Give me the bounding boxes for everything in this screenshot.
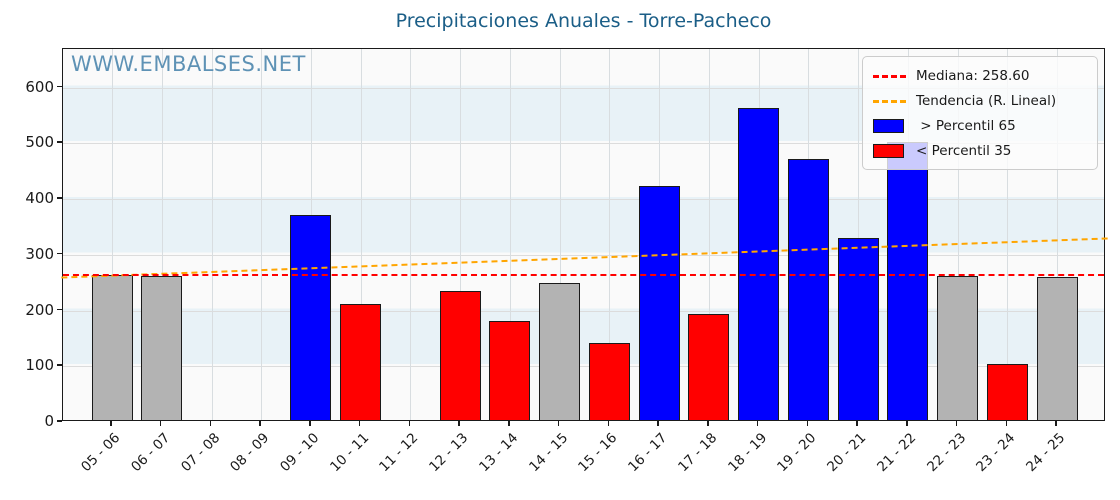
- plot-area: WWW.EMBALSES.NET Mediana: 258.60 Tendenci…: [61, 48, 1108, 421]
- ytick-mark: [57, 364, 62, 366]
- gridline-y-300: [63, 254, 1104, 256]
- bar-16-17: [638, 185, 680, 420]
- xtick-mark: [408, 421, 411, 426]
- legend-label: < Percentil 35: [916, 143, 1012, 159]
- ytick-label-300: 300: [25, 244, 54, 263]
- legend-swatch: [873, 74, 906, 78]
- gridline-x: [1007, 49, 1009, 420]
- xtick-mark: [607, 421, 610, 426]
- bar-12-13: [439, 290, 481, 420]
- gridline-x: [211, 49, 213, 420]
- ytick-label-200: 200: [25, 300, 54, 319]
- xtick-mark: [657, 421, 659, 426]
- bar-24-25: [1036, 277, 1078, 420]
- median-line: [63, 273, 1104, 276]
- gridline-x: [609, 49, 611, 420]
- bar-17-18: [688, 314, 730, 420]
- ytick-label-500: 500: [25, 133, 54, 152]
- gridline-x: [360, 49, 362, 420]
- legend-label: > Percentil 65: [916, 118, 1016, 134]
- legend-label: Mediana: 258.60: [916, 68, 1030, 84]
- bar-20-21: [837, 238, 879, 420]
- gridline-x: [957, 49, 959, 420]
- bar-15-16: [588, 343, 630, 420]
- legend-dashed-line-swatch: [873, 99, 906, 103]
- legend-swatch: [873, 119, 904, 133]
- gridline-y-100: [63, 366, 1104, 368]
- legend-swatch: [873, 99, 906, 103]
- ytick-mark: [57, 308, 62, 311]
- bar-14-15: [539, 282, 581, 420]
- ytick-mark: [57, 85, 62, 88]
- ytick-mark: [57, 420, 62, 422]
- gridline-x: [410, 49, 412, 420]
- gridline-x: [460, 49, 462, 420]
- legend-patch-swatch: [873, 144, 906, 158]
- bar-09-10: [290, 215, 332, 420]
- gridline-x: [858, 49, 860, 420]
- xtick-mark: [458, 421, 460, 426]
- legend-label: Tendencia (R. Lineal): [916, 93, 1057, 109]
- ytick-label-600: 600: [25, 77, 54, 96]
- xtick-mark: [159, 421, 162, 426]
- ytick-label-100: 100: [25, 356, 54, 375]
- xtick-mark: [1005, 421, 1008, 426]
- gridline-x: [161, 49, 163, 420]
- xtick-mark: [209, 421, 212, 426]
- legend-patch-swatch: [873, 119, 906, 133]
- bar-18-19: [738, 108, 780, 420]
- xtick-mark: [707, 421, 709, 426]
- gridline-x: [708, 49, 710, 420]
- ytick-label-0: 0: [44, 412, 54, 430]
- xtick-mark: [955, 421, 958, 426]
- chart-title: Precipitaciones Anuales - Torre-Pacheco: [395, 10, 772, 32]
- legend-item-0: Mediana: 258.60: [873, 64, 1087, 88]
- xtick-mark: [358, 421, 361, 426]
- ytick-mark: [57, 252, 62, 255]
- bar-06-07: [141, 276, 183, 420]
- legend-item-1: Tendencia (R. Lineal): [873, 89, 1087, 113]
- gridline-y-400: [63, 199, 1104, 200]
- bar-05-06: [91, 274, 133, 420]
- legend-item-2: > Percentil 65: [873, 114, 1087, 138]
- xtick-mark: [806, 421, 809, 426]
- gridline-y-500: [63, 143, 1104, 145]
- gridline-x: [261, 49, 263, 420]
- gridline-y-600: [63, 87, 1104, 89]
- gridline-x: [112, 49, 113, 420]
- xtick-mark: [259, 421, 261, 426]
- ytick-mark: [57, 141, 62, 143]
- xtick-mark: [508, 421, 510, 426]
- legend-item-3: < Percentil 35: [873, 139, 1087, 163]
- bars-layer: [63, 49, 1104, 420]
- xtick-mark: [756, 421, 759, 426]
- legend-swatch: [873, 144, 904, 158]
- bar-10-11: [340, 303, 382, 420]
- ytick-label-400: 400: [25, 189, 54, 207]
- legend: Mediana: 258.60 Tendencia (R. Lineal) > P…: [862, 56, 1098, 170]
- bar-23-24: [986, 364, 1028, 420]
- bar-22-23: [937, 275, 978, 420]
- gridline-x: [559, 49, 561, 420]
- xtick-mark: [309, 421, 311, 426]
- legend-dashed-line-swatch: [873, 74, 906, 78]
- xtick-mark: [856, 421, 858, 426]
- ytick-mark: [57, 197, 62, 199]
- xtick-mark: [1055, 421, 1057, 426]
- watermark: WWW.EMBALSES.NET: [71, 52, 306, 76]
- gridline-y-200: [63, 310, 1104, 312]
- xtick-mark: [557, 421, 560, 426]
- gridline-x: [509, 49, 511, 420]
- xtick-mark: [906, 421, 908, 426]
- bar-13-14: [489, 320, 531, 420]
- xtick-mark: [110, 421, 112, 426]
- gridline-x: [1057, 49, 1058, 420]
- bar-21-22: [887, 141, 929, 420]
- bar-19-20: [787, 158, 829, 420]
